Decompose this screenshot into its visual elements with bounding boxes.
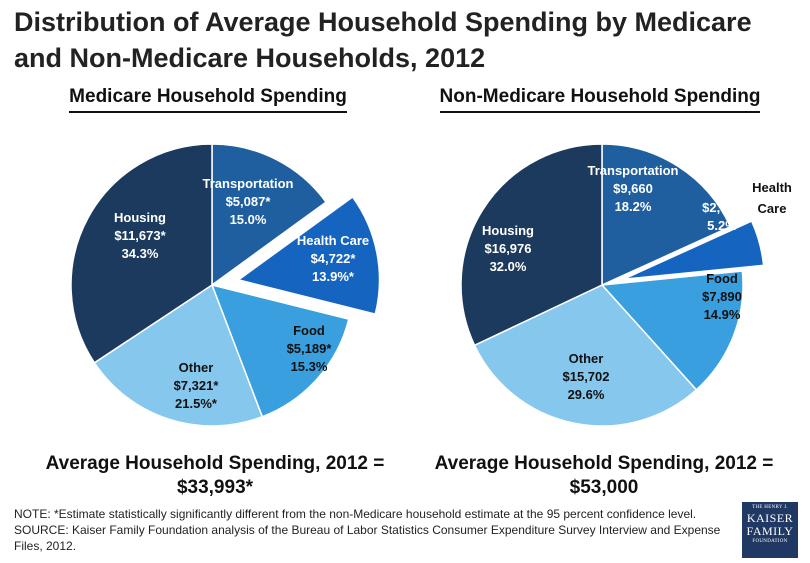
medicare-label-transportation-name: Transportation — [202, 176, 293, 191]
non-medicare-label-food-name: Food — [706, 271, 738, 286]
medicare-label-food-name: Food — [293, 323, 325, 338]
medicare-label-transportation-amount: $5,087* — [226, 194, 272, 209]
non-medicare-slice-transportation — [601, 143, 732, 287]
medicare-label-health-care-percent: 13.9%* — [312, 269, 355, 284]
non-medicare-label-other-name: Other — [569, 351, 604, 366]
medicare-label-housing-amount: $11,673* — [114, 228, 166, 243]
source-text: SOURCE: Kaiser Family Foundation analysi… — [14, 523, 721, 553]
medicare-average-value: $33,993* — [176, 477, 254, 498]
non-medicare-label-food-percent: 14.9% — [704, 307, 741, 322]
kff-logo: THE HENRY J. KAISER FAMILY FOUNDATION — [742, 502, 798, 558]
non-medicare-label-housing-amount: $16,976 — [485, 241, 532, 256]
non-medicare-label-health-care-name-1: Health — [752, 180, 792, 195]
logo-line3: FAMILY — [746, 524, 794, 538]
medicare-pie-title: Medicare Household Spending — [28, 86, 388, 113]
logo-line1: THE HENRY J. — [752, 505, 788, 510]
non-medicare-slice-health-care — [622, 220, 765, 281]
medicare-label-food-percent: 15.3% — [291, 359, 328, 374]
logo-line4: FOUNDATION — [752, 539, 788, 544]
medicare-label-other-name: Other — [179, 360, 214, 375]
non-medicare-pie-title: Non-Medicare Household Spending — [420, 86, 780, 113]
note-text: NOTE: *Estimate statistically significan… — [14, 507, 697, 521]
logo-line2: KAISER — [746, 511, 794, 525]
medicare-average-label: Average Household Spending, 2012 = — [45, 453, 385, 474]
medicare-label-other-percent: 21.5%* — [175, 396, 218, 411]
non-medicare-label-transportation-name: Transportation — [587, 163, 678, 178]
non-medicare-label-transportation-percent: 18.2% — [615, 199, 652, 214]
non-medicare-label-other-percent: 29.6% — [568, 387, 605, 402]
non-medicare-label-transportation-amount: $9,660 — [613, 181, 653, 196]
medicare-label-transportation-percent: 15.0% — [230, 212, 267, 227]
non-medicare-label-other-amount: $15,702 — [563, 369, 610, 384]
medicare-slice-other — [93, 283, 264, 427]
non-medicare-average-label: Average Household Spending, 2012 = — [434, 453, 774, 474]
non-medicare-label-health-care-name-2: Care — [758, 201, 787, 216]
footnote: NOTE: *Estimate statistically significan… — [14, 506, 734, 554]
medicare-slice-transportation — [211, 143, 328, 287]
non-medicare-label-health-care-amount: $2,772 — [702, 200, 742, 215]
non-medicare-label-housing-percent: 32.0% — [490, 259, 527, 274]
medicare-label-food-amount: $5,189* — [287, 341, 333, 356]
medicare-slice-health-care — [236, 195, 381, 315]
medicare-label-housing-percent: 34.3% — [122, 246, 159, 261]
non-medicare-average: Average Household Spending, 2012 = $53,0… — [414, 452, 794, 500]
non-medicare-pie-title-text: Non-Medicare Household Spending — [439, 86, 761, 113]
non-medicare-average-value: $53,000 — [569, 477, 639, 498]
medicare-slice-food — [210, 283, 350, 418]
non-medicare-label-health-care-percent: 5.2% — [707, 218, 737, 233]
medicare-label-health-care-name: Health Care — [297, 233, 369, 248]
page-title: Distribution of Average Household Spendi… — [14, 7, 752, 73]
medicare-label-housing-name: Housing — [114, 210, 166, 225]
medicare-label-health-care-amount: $4,722* — [311, 251, 357, 266]
non-medicare-slice-food — [600, 270, 744, 391]
non-medicare-slice-housing — [460, 143, 603, 347]
non-medicare-label-housing-name: Housing — [482, 223, 534, 238]
medicare-slice-housing — [70, 143, 213, 364]
non-medicare-label-food-amount: $7,890 — [702, 289, 742, 304]
medicare-average: Average Household Spending, 2012 = $33,9… — [20, 452, 410, 500]
non-medicare-slice-other — [473, 284, 698, 427]
medicare-label-other-amount: $7,321* — [174, 378, 220, 393]
medicare-pie-title-text: Medicare Household Spending — [69, 86, 347, 113]
